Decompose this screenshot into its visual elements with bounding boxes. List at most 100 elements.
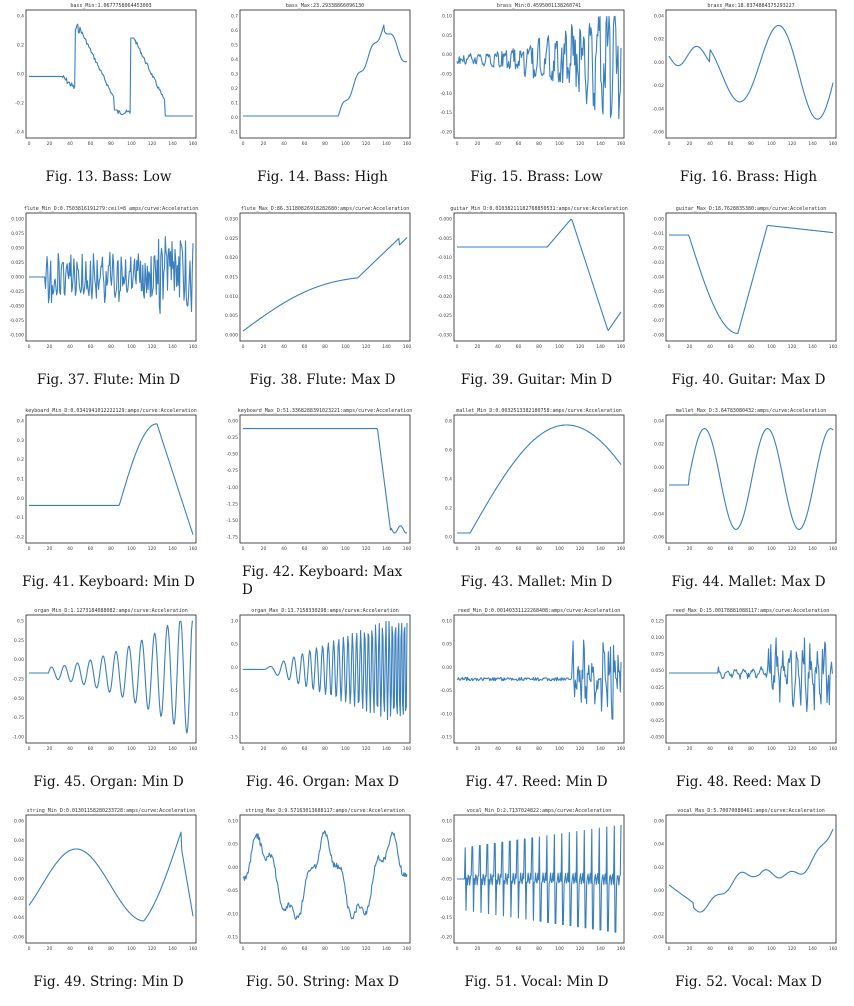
waveform-line [668,828,834,913]
figure-caption: Fig. 14. Bass: High [257,169,388,185]
x-tick-label: 0 [28,746,31,752]
figure-panel: string_Max_D:9.57163013688117:amps/curve… [216,805,429,1006]
y-tick-label: -0.04 [652,275,664,281]
y-tick-label: 0.00 [228,419,238,425]
x-tick-label: 40 [707,746,713,752]
figure-caption: Fig. 52. Vocal: Max D [675,974,822,990]
y-tick-label: -0.25 [226,435,238,441]
figure-caption: Fig. 48. Reed: Max D [676,774,821,790]
x-tick-label: 120 [148,344,157,350]
x-tick-label: 140 [382,946,391,952]
x-tick-label: 140 [808,946,817,952]
x-tick-label: 160 [189,746,198,752]
y-tick-label: 0.4 [17,14,24,20]
x-tick-label: 160 [829,141,838,147]
y-tick-label: -1.25 [226,501,238,507]
x-tick-label: 160 [617,746,626,752]
y-tick-label: 0.05 [442,838,452,844]
y-tick-label: 0.05 [442,33,452,39]
y-tick-label: 0.6 [445,448,452,454]
y-tick-label: 0.8 [445,419,452,425]
figure-panel: organ_Max_D:13.7158330298:amps/curve:Acc… [216,605,429,806]
x-tick-label: 120 [362,344,371,350]
plot-title: organ_Max_D:13.7158330298:amps/curve:Acc… [251,608,399,614]
x-tick-label: 0 [668,344,671,350]
x-tick-label: 100 [341,546,350,552]
y-tick-label: -0.020 [437,294,452,300]
x-tick-label: 140 [168,946,177,952]
plot-svg: bass_Max:23.29338866096130 0.7 0.6 0.5 0.4 0.… [229,3,411,147]
x-tick-label: 0 [242,344,245,350]
x-tick-label: 0 [456,546,459,552]
waveform-line [29,23,193,117]
x-tick-label: 60 [88,946,94,952]
x-tick-label: 120 [576,141,585,147]
x-tick-label: 160 [829,344,838,350]
x-tick-label: 120 [576,946,585,952]
figure-caption: Fig. 16. Brass: High [679,169,818,185]
x-tick-label: 120 [788,141,797,147]
waveform-line [668,24,834,120]
x-tick-label: 0 [456,946,459,952]
figure-caption: Fig. 46. Organ: Max D [245,774,399,790]
y-tick-label: -0.15 [440,915,452,921]
y-tick-label: 0.00 [14,877,24,883]
x-tick-label: 140 [168,546,177,552]
plot-title: reed_Max_D:15.00178881088117:amps/curve:… [673,608,830,614]
figure-panel: vocal_Max_D:5.70070080461:amps/curve:Acc… [642,805,854,1006]
plot-title: string_Max_D:9.57163013688117:amps/curve… [245,808,405,814]
y-tick-label: 0.02 [654,37,664,43]
y-tick-label: 1.0 [231,619,238,625]
x-tick-label: 160 [403,344,412,350]
x-tick-label: 40 [707,946,713,952]
y-tick-label: 0.00 [442,665,452,671]
figure-caption: Fig. 42. Keyboard: Max D [242,564,403,598]
x-tick-label: 60 [728,546,734,552]
x-tick-label: 100 [767,946,776,952]
y-tick-label: -0.02 [652,246,664,252]
x-tick-label: 60 [302,546,308,552]
y-tick-label: 0.04 [14,838,24,844]
x-tick-label: 120 [148,946,157,952]
waveform-line [29,236,194,314]
x-tick-label: 60 [88,746,94,752]
y-tick-label: -1.75 [226,535,238,541]
plot-title: string_Min_D:0.01301158280233728:amps/cu… [27,808,196,814]
y-tick-label: -0.005 [437,236,452,242]
x-tick-label: 100 [127,546,136,552]
y-tick-label: -0.10 [226,911,238,917]
x-tick-label: 0 [456,746,459,752]
y-tick-label: -0.15 [440,735,452,741]
x-tick-label: 20 [261,141,267,147]
waveform-line [243,620,408,721]
y-tick-label: 0.2 [445,506,452,512]
x-tick-label: 120 [576,546,585,552]
x-tick-label: 160 [403,946,412,952]
waveform-line [457,218,622,331]
y-tick-label: 0.00 [442,857,452,863]
x-tick-label: 140 [168,141,177,147]
x-tick-label: 160 [829,546,838,552]
y-tick-label: -0.03 [652,260,664,266]
x-tick-label: 0 [242,546,245,552]
x-tick-label: 80 [536,946,542,952]
x-tick-label: 20 [475,141,481,147]
y-tick-label: -0.05 [440,688,452,694]
x-tick-label: 80 [322,141,328,147]
x-tick-label: 40 [281,746,287,752]
x-tick-label: 80 [748,344,754,350]
x-tick-label: 0 [28,141,31,147]
y-tick-label: 0.06 [654,819,664,825]
plot-title: mallet_Max_D:3.64783080432:amps/curve:Ac… [676,408,827,414]
y-tick-label: 0.6 [231,28,238,34]
y-tick-label: -0.08 [652,333,664,339]
plot-title: flute_Min_D:0.7503816191279:ceil=8 amps/… [24,206,199,212]
y-tick-label: 0.050 [651,668,664,674]
x-tick-label: 40 [67,141,73,147]
y-tick-label: -0.05 [652,289,664,295]
x-tick-label: 140 [596,141,605,147]
x-tick-label: 0 [668,546,671,552]
x-tick-label: 100 [555,946,564,952]
y-tick-label: -0.025 [649,718,664,724]
plot-svg: vocal_Max_D:5.70070080461:amps/curve:Acc… [652,808,837,952]
